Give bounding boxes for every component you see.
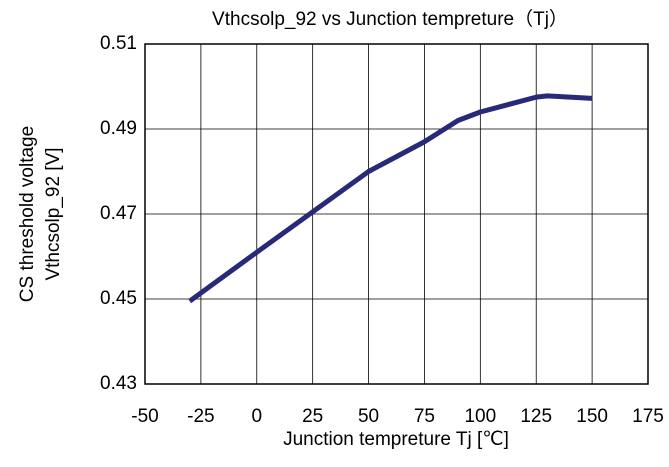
y-axis-label: CS threshold voltage <box>17 126 38 302</box>
x-axis-label: Junction tempreture Tj [℃] <box>283 429 509 450</box>
y-axis-label: Vthcsolp_92 [V] <box>43 147 64 280</box>
x-tick-label: 175 <box>632 406 664 427</box>
x-tick-label: 100 <box>464 406 496 427</box>
x-tick-label: 125 <box>520 406 552 427</box>
chart-title: Vthcsolp_92 vs Junction tempreture（Tj） <box>212 8 568 30</box>
x-tick-label: 50 <box>358 406 379 427</box>
x-tick-label: -50 <box>131 406 158 427</box>
y-tick-label: 0.43 <box>100 373 137 394</box>
x-tick-label: -25 <box>187 406 214 427</box>
y-tick-label: 0.49 <box>100 118 137 139</box>
y-tick-label: 0.45 <box>100 288 137 309</box>
x-tick-label: 75 <box>414 406 435 427</box>
data-line <box>188 93 593 304</box>
x-tick-label: 0 <box>251 406 262 427</box>
y-tick-label: 0.47 <box>100 203 137 224</box>
plot-frame <box>144 43 649 385</box>
y-tick-label: 0.51 <box>100 33 137 54</box>
x-tick-label: 150 <box>576 406 608 427</box>
x-tick-label: 25 <box>302 406 323 427</box>
